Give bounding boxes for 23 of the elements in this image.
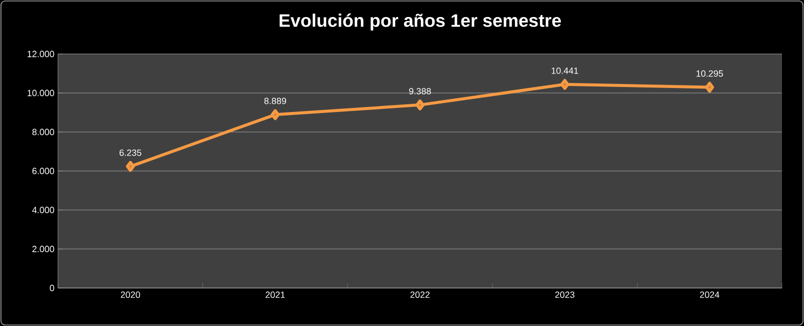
- x-tick-label: 2022: [410, 292, 430, 298]
- point: [126, 160, 135, 172]
- point: [270, 109, 280, 120]
- data-label: 6.235: [120, 150, 142, 156]
- data-label: 10.295: [696, 70, 723, 77]
- point: [705, 82, 714, 93]
- y-tick-label: 2.000: [32, 246, 54, 252]
- y-tick-label: 4.000: [32, 206, 54, 214]
- x-tick-label: 2024: [700, 292, 720, 298]
- point: [416, 99, 425, 110]
- x-tick-label: 2023: [555, 292, 574, 298]
- y-tick-label: 12.000: [28, 50, 54, 58]
- y-tick-label: 6.000: [32, 168, 54, 174]
- data-label: 10.441: [552, 67, 578, 74]
- x-tick-label: 2020: [120, 292, 140, 298]
- y-tick-label: 0: [50, 284, 54, 292]
- point: [560, 78, 570, 90]
- y-tick-label: 10.000: [28, 90, 54, 96]
- x-tick-label: 2021: [266, 292, 285, 298]
- data-label: 8.889: [264, 98, 286, 104]
- y-tick-label: 8.000: [32, 128, 54, 136]
- chart-title: Evolución por años 1er semestre: [280, 14, 561, 30]
- data-label: 9.388: [409, 88, 431, 94]
